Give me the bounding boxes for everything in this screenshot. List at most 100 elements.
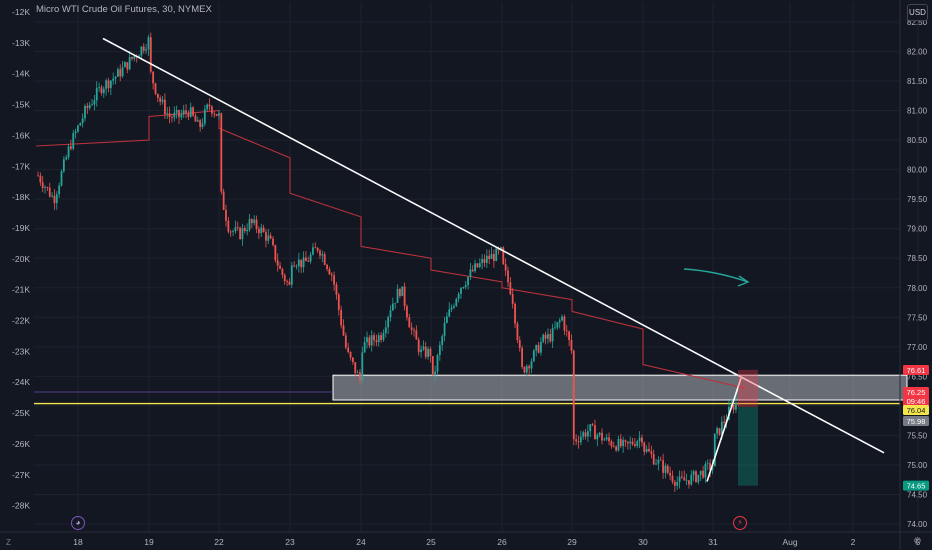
left-axis[interactable]: -12K -13K -14K -15K -16K -17K -18K -19K -20K -21K… (12, 7, 30, 511)
left-axis-tick: -19K (12, 223, 30, 233)
candle-body (575, 439, 578, 442)
right-axis-tick: 78.00 (907, 284, 928, 293)
supply-zone[interactable] (34, 374, 908, 401)
arrow-annotation[interactable] (683, 268, 750, 287)
time-axis-tick: 5 (916, 537, 921, 547)
candle-body (149, 37, 152, 72)
right-axis-tick: 77.00 (907, 343, 928, 352)
candle-body (58, 185, 61, 195)
left-axis-tick: -24K (12, 377, 30, 387)
candle-body (394, 302, 397, 304)
trendlines[interactable] (102, 37, 885, 482)
candle-body (276, 260, 279, 266)
candle-body (330, 274, 333, 276)
candle-body (511, 294, 514, 304)
candle-body (509, 282, 512, 295)
candle-body (326, 264, 328, 270)
candle-body (84, 105, 86, 119)
candle-body (60, 171, 63, 186)
right-axis-tick: 80.50 (907, 136, 928, 145)
candle-body (229, 231, 232, 233)
currency-button[interactable]: USD (907, 4, 928, 21)
z-icon[interactable]: Z (6, 538, 11, 547)
left-axis-tick: -28K (12, 501, 30, 511)
candle-body (681, 476, 683, 478)
candle-body (565, 330, 568, 332)
candle-body (650, 451, 653, 455)
candle-body (349, 352, 352, 358)
time-axis-tick: 22 (214, 537, 224, 547)
price-label-bg (903, 387, 929, 397)
candle-body (561, 316, 563, 321)
candle-body (117, 69, 119, 77)
candle-body (603, 439, 606, 441)
candle-body (91, 104, 93, 106)
candle-body (417, 339, 420, 353)
candle-body (246, 229, 249, 232)
time-axis-tick: 31 (708, 537, 718, 547)
candle-body (37, 175, 39, 177)
candle-body (241, 228, 244, 240)
left-axis-tick: -25K (12, 408, 30, 418)
candle-body (124, 62, 126, 68)
candle-body (41, 182, 44, 189)
candle-body (577, 441, 580, 443)
price-label-bg (903, 480, 929, 491)
candle-body (427, 348, 429, 357)
candle-body (121, 67, 124, 77)
candle-body (154, 83, 157, 94)
left-axis-tick: -26K (12, 439, 30, 449)
candle-body (344, 335, 347, 348)
candle-body (711, 466, 714, 471)
candle-body (114, 76, 117, 79)
candle-body (467, 276, 469, 286)
left-axis-tick: -14K (12, 69, 30, 79)
right-axis-tick: 76.50 (907, 372, 928, 381)
right-axis-tick: 82.00 (907, 47, 928, 56)
position-tool[interactable] (738, 369, 758, 486)
lightning-icon[interactable]: ⚡ (733, 516, 747, 530)
candle-body (598, 432, 601, 435)
candle-body (187, 113, 190, 117)
candle-body (617, 439, 620, 451)
time-axis-tick: 2 (851, 537, 856, 547)
right-axis-tick: 74.00 (907, 520, 928, 529)
candle-body (488, 255, 491, 259)
candle-body (178, 110, 180, 118)
candle-body (152, 71, 155, 84)
candle-body (81, 118, 84, 123)
gauge-icon[interactable]: ◕ (71, 516, 85, 530)
candle-body (175, 110, 178, 113)
candle-body (107, 80, 110, 89)
candle-body (112, 78, 115, 81)
right-axis-tick: 78.50 (907, 254, 928, 263)
candle-body (140, 46, 143, 56)
candle-body (95, 87, 98, 101)
candle-body (192, 107, 194, 116)
candle-body (737, 402, 740, 404)
candle-body (199, 120, 202, 128)
candle-body (253, 219, 256, 224)
left-axis-tick: -16K (12, 130, 30, 140)
candle-body (718, 428, 721, 435)
candle-body (373, 335, 375, 341)
candle-body (685, 480, 688, 482)
time-axis[interactable]: 18 19 22 23 24 25 26 29 30 31 Aug 2 5 (0, 531, 932, 547)
candle-body (514, 303, 516, 324)
candle-body (208, 104, 211, 107)
candle-body (377, 335, 380, 343)
candle-body (347, 347, 350, 353)
candle-body (406, 306, 408, 318)
candle-body (382, 333, 385, 341)
candle-body (290, 265, 293, 285)
candle-body (537, 345, 540, 353)
candle-body (469, 269, 472, 277)
settings-icon[interactable]: ⚙ (913, 536, 922, 547)
candle-body (173, 112, 176, 118)
candle-body (572, 350, 575, 440)
candle-body (182, 110, 185, 115)
left-axis-tick: -15K (12, 100, 30, 110)
price-label-bg (903, 405, 929, 415)
time-axis-tick: 23 (285, 537, 295, 547)
